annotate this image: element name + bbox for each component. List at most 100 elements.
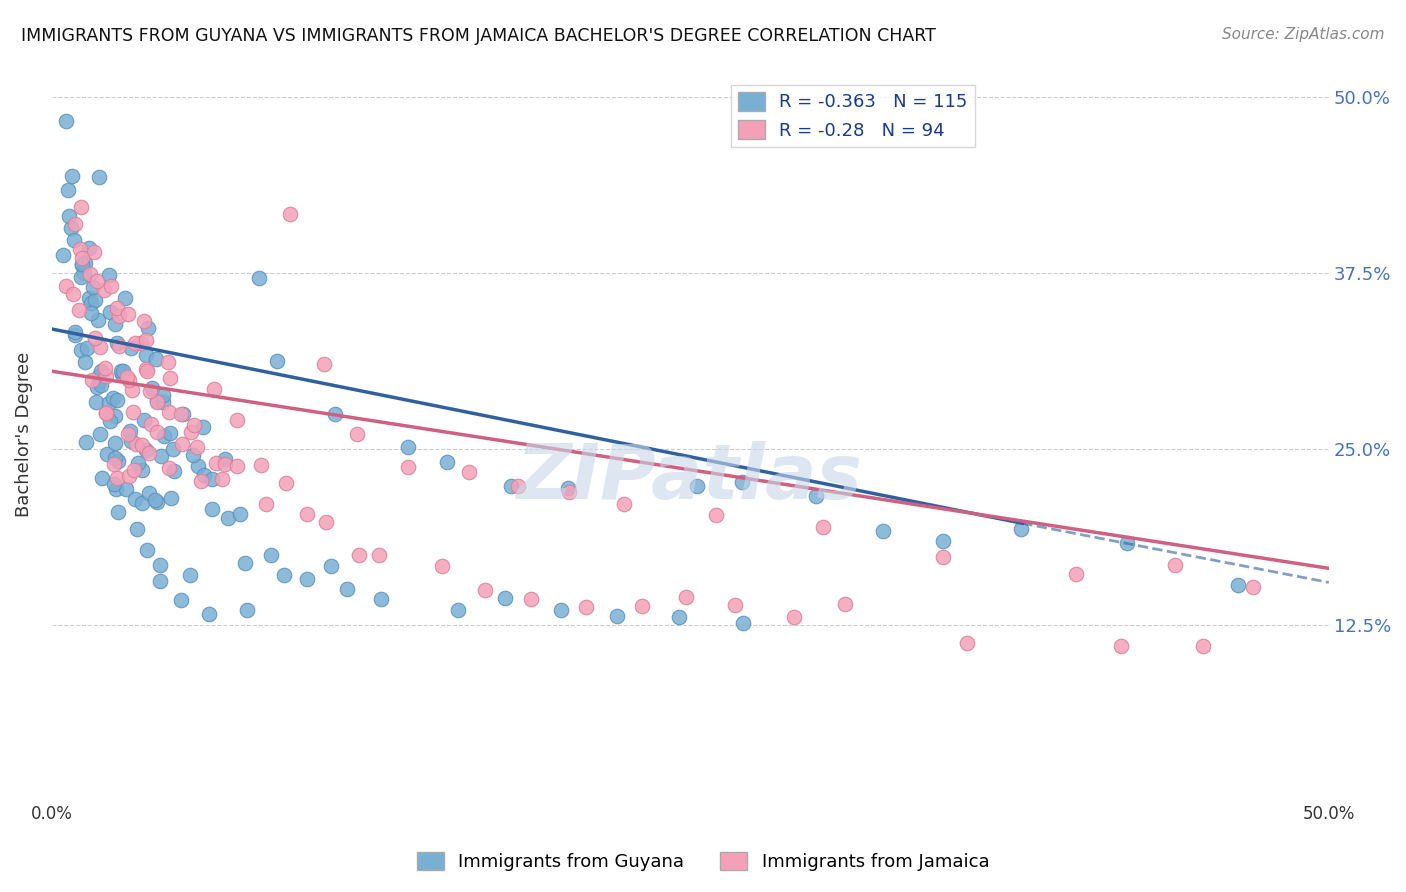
Point	[217, 511, 239, 525]
Point	[558, 485, 581, 500]
Point	[494, 591, 516, 605]
Point	[79, 306, 101, 320]
Point	[319, 559, 342, 574]
Point	[97, 396, 120, 410]
Point	[105, 301, 128, 315]
Legend: R = -0.363   N = 115, R = -0.28   N = 94: R = -0.363 N = 115, R = -0.28 N = 94	[731, 85, 974, 147]
Point	[86, 274, 108, 288]
Point	[145, 351, 167, 366]
Point	[1064, 567, 1087, 582]
Point	[346, 427, 368, 442]
Point	[94, 406, 117, 420]
Point	[52, 247, 75, 261]
Point	[499, 479, 522, 493]
Point	[117, 469, 139, 483]
Point	[139, 417, 162, 432]
Point	[127, 522, 149, 536]
Point	[124, 492, 146, 507]
Point	[295, 507, 318, 521]
Point	[135, 333, 157, 347]
Point	[225, 413, 247, 427]
Point	[201, 472, 224, 486]
Point	[98, 414, 121, 428]
Point	[214, 452, 236, 467]
Point	[325, 407, 347, 421]
Point	[193, 468, 215, 483]
Point	[84, 331, 107, 345]
Point	[157, 405, 180, 419]
Point	[90, 471, 112, 485]
Point	[87, 169, 110, 184]
Point	[668, 610, 690, 624]
Point	[1241, 580, 1264, 594]
Point	[55, 113, 77, 128]
Point	[704, 508, 727, 522]
Point	[575, 599, 598, 614]
Point	[179, 567, 201, 582]
Point	[202, 382, 225, 396]
Point	[724, 598, 747, 612]
Point	[114, 291, 136, 305]
Point	[159, 370, 181, 384]
Point	[87, 374, 110, 388]
Point	[86, 380, 108, 394]
Legend: Immigrants from Guyana, Immigrants from Jamaica: Immigrants from Guyana, Immigrants from …	[409, 845, 997, 879]
Point	[157, 460, 180, 475]
Point	[149, 558, 172, 573]
Point	[110, 363, 132, 377]
Text: Source: ZipAtlas.com: Source: ZipAtlas.com	[1222, 27, 1385, 42]
Point	[87, 369, 110, 384]
Point	[804, 489, 827, 503]
Point	[550, 603, 572, 617]
Point	[124, 336, 146, 351]
Point	[77, 291, 100, 305]
Point	[146, 495, 169, 509]
Point	[783, 610, 806, 624]
Point	[107, 471, 129, 485]
Point	[98, 305, 121, 319]
Point	[120, 434, 142, 449]
Point	[205, 456, 228, 470]
Point	[172, 407, 194, 421]
Point	[1163, 558, 1185, 572]
Point	[254, 497, 277, 511]
Point	[247, 271, 270, 285]
Point	[104, 436, 127, 450]
Point	[834, 597, 856, 611]
Point	[127, 456, 149, 470]
Point	[150, 449, 173, 463]
Point	[141, 381, 163, 395]
Point	[69, 201, 91, 215]
Point	[60, 221, 83, 235]
Point	[170, 593, 193, 607]
Point	[117, 307, 139, 321]
Point	[153, 429, 176, 443]
Point	[90, 378, 112, 392]
Point	[108, 309, 131, 323]
Point	[89, 427, 111, 442]
Point	[250, 458, 273, 472]
Point	[170, 407, 193, 421]
Point	[121, 384, 143, 398]
Point	[100, 279, 122, 293]
Point	[191, 420, 214, 434]
Point	[295, 572, 318, 586]
Point	[69, 343, 91, 357]
Point	[519, 592, 541, 607]
Point	[104, 317, 127, 331]
Point	[118, 373, 141, 387]
Point	[96, 406, 118, 420]
Point	[276, 475, 298, 490]
Point	[631, 599, 654, 613]
Point	[107, 339, 129, 353]
Point	[122, 405, 145, 419]
Point	[260, 549, 283, 563]
Point	[125, 437, 148, 451]
Point	[138, 446, 160, 460]
Point	[131, 496, 153, 510]
Point	[87, 313, 110, 327]
Point	[214, 457, 236, 471]
Point	[1116, 536, 1139, 550]
Point	[93, 360, 115, 375]
Point	[83, 245, 105, 260]
